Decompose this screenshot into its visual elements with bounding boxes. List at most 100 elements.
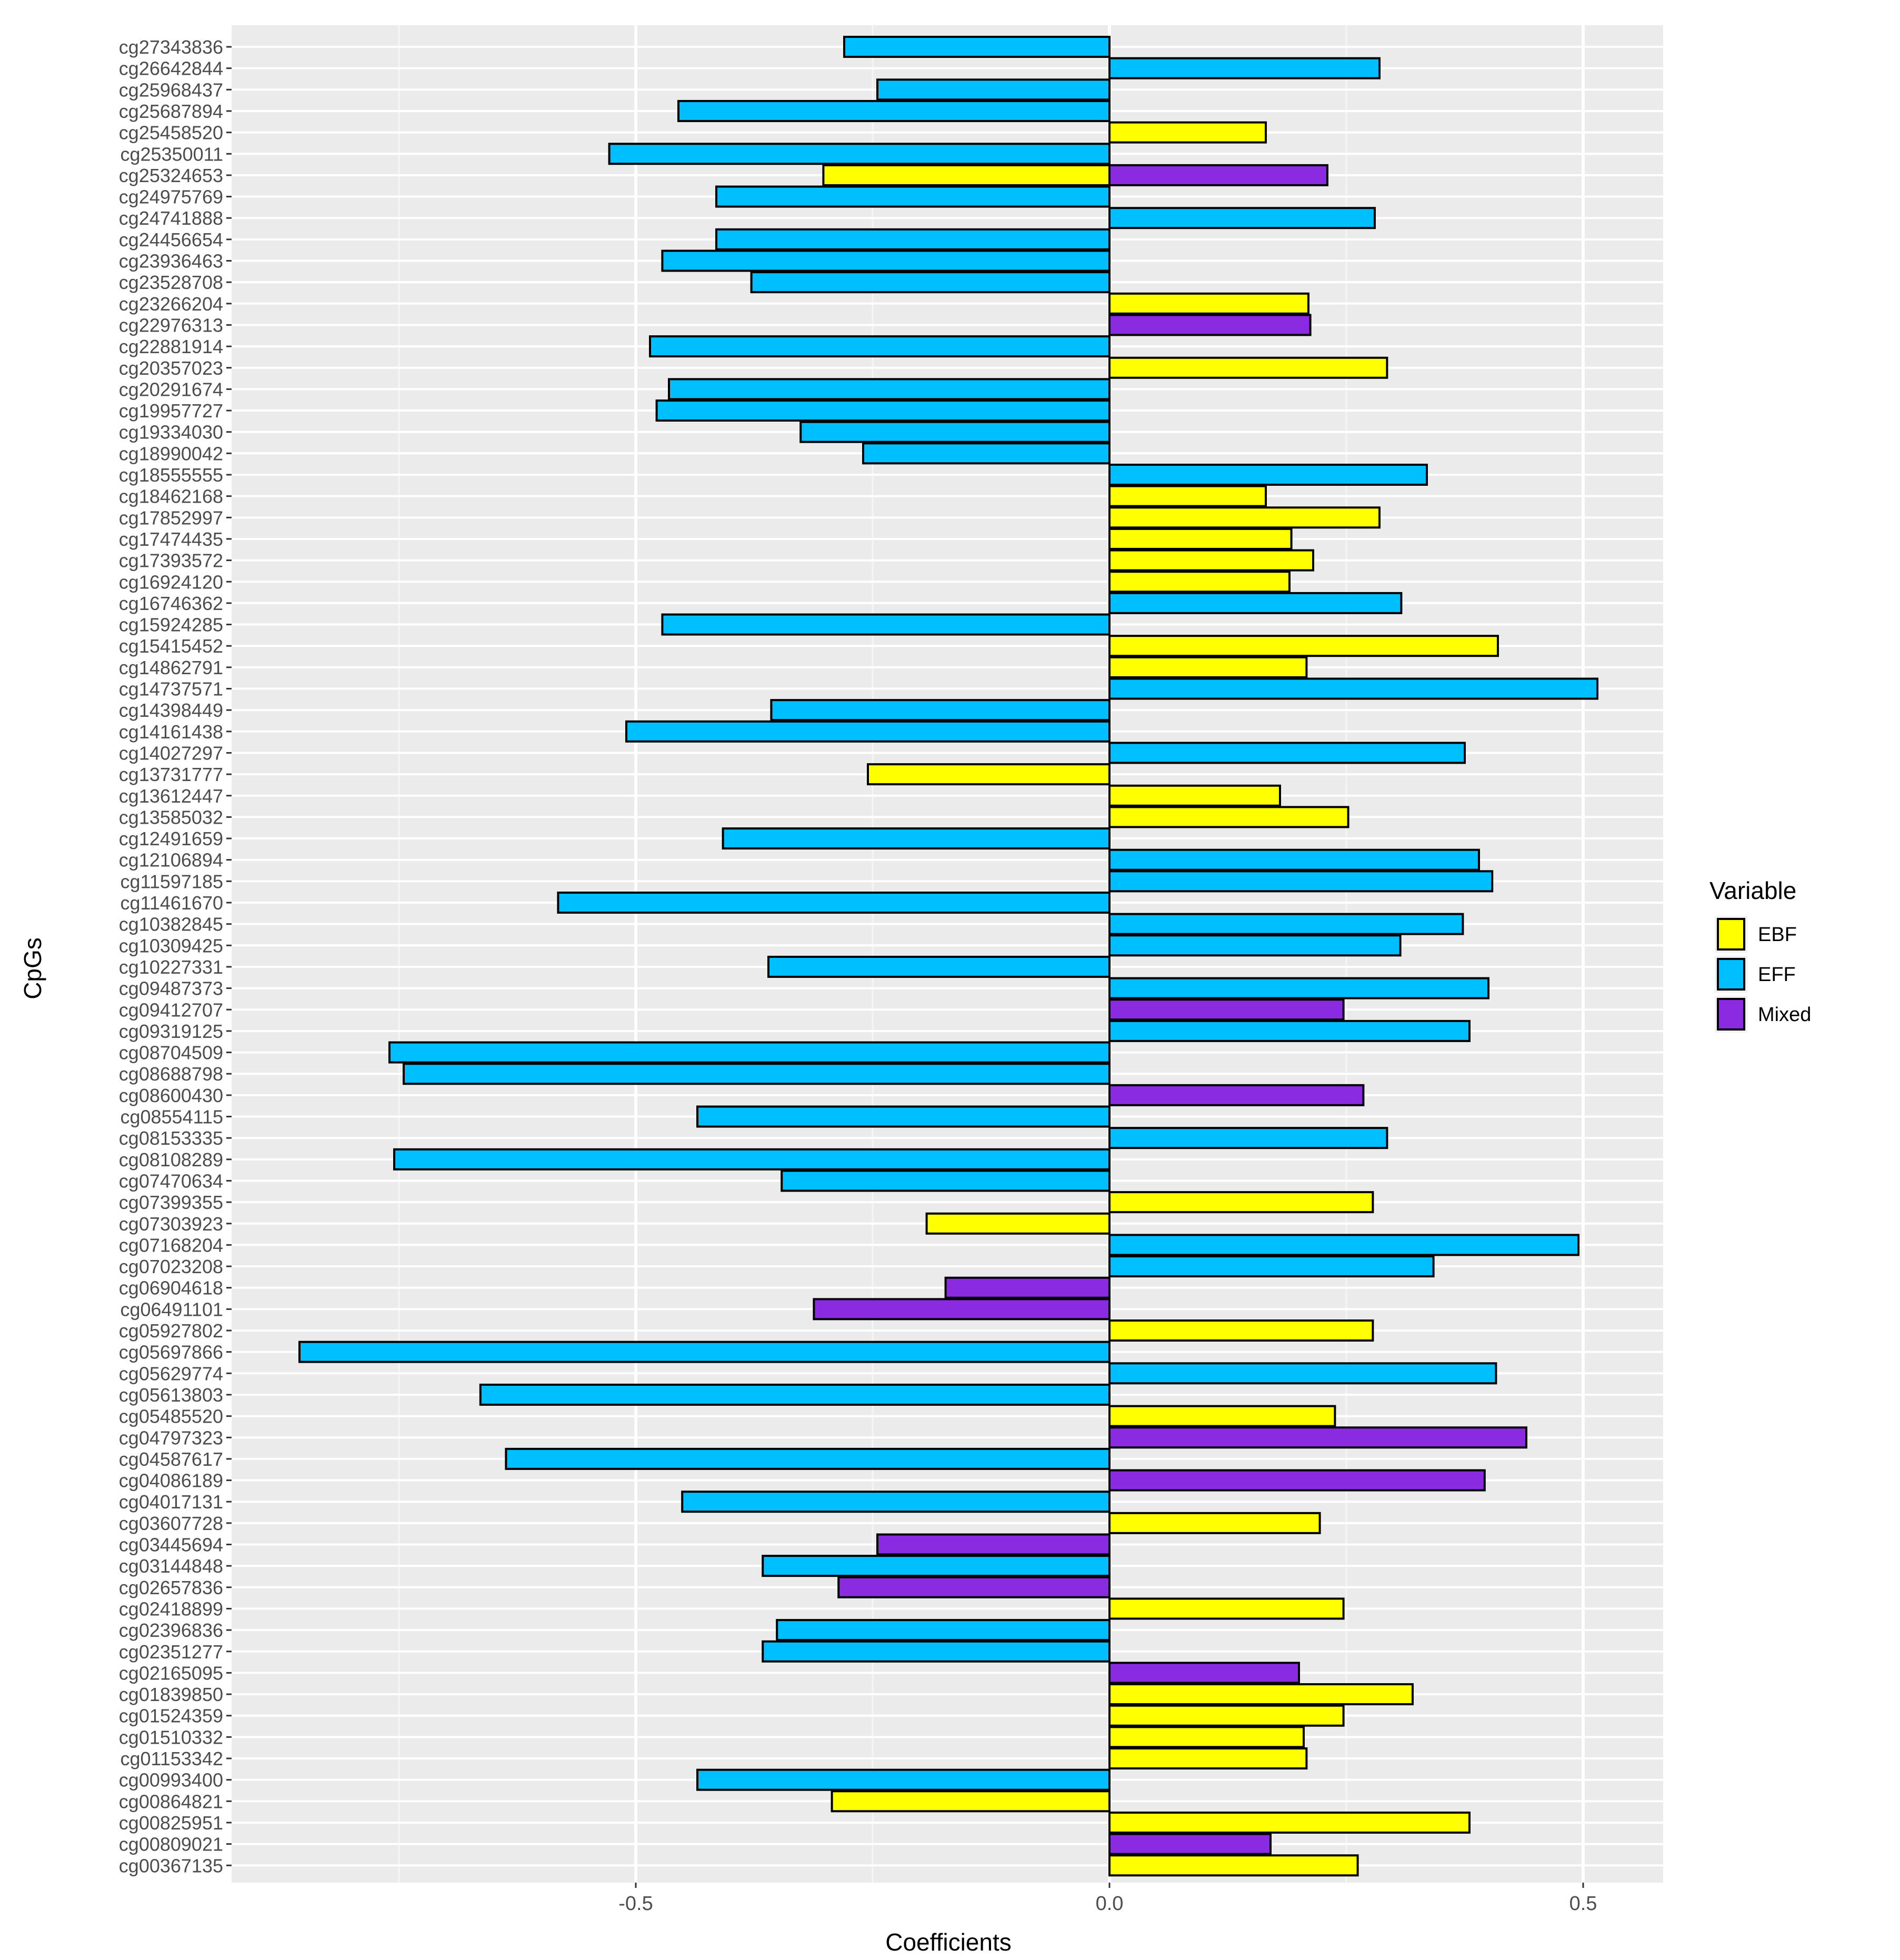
bar-cg02657836-mixed: [837, 1576, 1111, 1598]
bar-cg04017131-eff: [681, 1491, 1111, 1513]
y-tick-label: cg05629774: [119, 1363, 223, 1384]
y-tick-label: cg15924285: [119, 614, 223, 636]
bar-cg11461670-eff: [557, 892, 1111, 914]
bar-cg00367135-ebf: [1108, 1854, 1359, 1877]
bar-cg01524359-ebf: [1108, 1704, 1345, 1727]
legend-swatch-ebf: [1717, 918, 1745, 951]
y-tick-label: cg03607728: [119, 1513, 223, 1534]
x-tick-label: -0.5: [618, 1893, 653, 1915]
y-tick-label: cg00825951: [119, 1812, 223, 1834]
bar-cg07168204-eff: [1108, 1234, 1579, 1256]
y-tick-label: cg00864821: [119, 1791, 223, 1812]
legend-label-mixed: Mixed: [1758, 1004, 1811, 1026]
x-axis-title: Coefficients: [885, 1928, 1012, 1956]
y-tick-label: cg04017131: [119, 1491, 223, 1513]
y-tick-label: cg01839850: [119, 1684, 223, 1705]
y-tick-label: cg22881914: [119, 336, 223, 357]
y-tick-label: cg08688798: [119, 1063, 223, 1085]
y-tick-label: cg27343836: [119, 36, 223, 58]
y-tick-label: cg12491659: [119, 828, 223, 849]
y-tick-label: cg08600430: [119, 1085, 223, 1106]
bar-cg08600430-mixed: [1108, 1084, 1365, 1106]
y-tick-label: cg02657836: [119, 1577, 223, 1598]
legend-title: Variable: [1709, 877, 1796, 904]
bar-cg14161438-eff: [625, 720, 1111, 743]
y-tick-label: cg02418899: [119, 1598, 223, 1619]
y-tick-label: cg14398449: [119, 699, 223, 721]
bar-cg17393572-ebf: [1108, 549, 1314, 572]
bar-cg10309425-eff: [1108, 934, 1402, 957]
bar-cg08108289-eff: [393, 1148, 1111, 1171]
bar-cg03144848-eff: [762, 1555, 1111, 1577]
bar-cg23266204-ebf: [1108, 292, 1309, 315]
y-tick-label: cg19334030: [119, 422, 223, 443]
bar-cg25968437-eff: [876, 78, 1111, 101]
bar-cg08688798-eff: [403, 1063, 1111, 1085]
bar-cg05927802-ebf: [1108, 1319, 1374, 1342]
bar-cg23528708-eff: [750, 271, 1111, 294]
bar-cg25350011-eff: [608, 143, 1111, 165]
y-tick-label: cg14027297: [119, 742, 223, 764]
bar-cg12491659-eff: [722, 827, 1111, 850]
bar-cg05697866-eff: [298, 1341, 1111, 1363]
bar-cg02165095-mixed: [1108, 1662, 1300, 1684]
bar-cg25324653-mixed: [1108, 164, 1328, 186]
bar-cg10382845-eff: [1108, 913, 1464, 935]
bar-cg25324653-ebf: [822, 164, 1111, 186]
bar-cg14737571-eff: [1108, 677, 1598, 700]
y-tick-label: cg24975769: [119, 186, 223, 208]
y-tick-label: cg01153342: [120, 1748, 223, 1769]
bar-cg18990042-eff: [862, 442, 1111, 465]
y-tick-label: cg18462168: [119, 486, 223, 507]
y-tick-label: cg20357023: [119, 357, 223, 379]
bar-cg10227331-eff: [767, 955, 1111, 978]
y-tick-label: cg11461670: [120, 892, 223, 914]
y-tick-label: cg13585032: [119, 806, 223, 828]
bar-cg05613803-eff: [479, 1383, 1111, 1406]
bar-cg01510332-ebf: [1108, 1726, 1305, 1748]
legend-swatch-mixed: [1717, 998, 1745, 1031]
bar-cg03607728-ebf: [1108, 1512, 1321, 1534]
y-tick-label: cg16746362: [119, 593, 223, 614]
y-tick-label: cg05697866: [119, 1342, 223, 1363]
bar-cg07399355-ebf: [1108, 1191, 1374, 1214]
bar-cg25458520-ebf: [1108, 121, 1267, 144]
legend: Variable EBF EFF Mixed: [1709, 877, 1811, 1033]
y-tick-label: cg07399355: [119, 1192, 223, 1213]
bar-cg02396836-eff: [776, 1619, 1111, 1642]
bar-cg06904618-mixed: [944, 1276, 1111, 1299]
y-tick-label: cg14737571: [119, 678, 223, 700]
y-tick-label: cg13731777: [119, 764, 223, 785]
bar-cg18462168-ebf: [1108, 485, 1267, 507]
y-tick-label: cg05613803: [119, 1384, 223, 1406]
bar-cg07303923-ebf: [925, 1212, 1111, 1235]
y-tick-label: cg08153335: [119, 1127, 223, 1149]
bar-cg20291674-eff: [668, 378, 1111, 401]
bar-cg15924285-eff: [661, 613, 1111, 636]
bar-cg23936463-eff: [661, 249, 1111, 272]
bar-cg27343836-eff: [843, 36, 1111, 58]
bar-cg00993400-eff: [696, 1768, 1111, 1791]
y-tick-label: cg15415452: [119, 635, 223, 657]
y-tick-label: cg02396836: [119, 1619, 223, 1641]
bar-cg12106894-eff: [1108, 848, 1480, 871]
y-tick-label: cg09319125: [119, 1021, 223, 1042]
y-tick-label: cg16924120: [119, 571, 223, 593]
y-tick-label: cg25350011: [120, 143, 223, 165]
y-tick-label: cg12106894: [119, 849, 223, 871]
y-tick-label: cg23936463: [119, 251, 223, 272]
bar-cg07470634-eff: [781, 1169, 1111, 1192]
bar-cg24741888-eff: [1108, 207, 1376, 229]
bar-cg13585032-ebf: [1108, 806, 1349, 828]
bar-cg22976313-mixed: [1108, 314, 1312, 336]
bar-cg20357023-ebf: [1108, 356, 1388, 379]
y-tick-label: cg07303923: [119, 1213, 223, 1235]
bar-cg16746362-eff: [1108, 592, 1403, 614]
bar-cg13731777-ebf: [867, 763, 1111, 786]
bar-cg08153335-eff: [1108, 1127, 1388, 1149]
bar-cg25687894-eff: [677, 99, 1111, 122]
y-tick-label: cg08554115: [120, 1106, 223, 1128]
bar-cg05629774-eff: [1108, 1362, 1497, 1385]
bar-cg13612447-ebf: [1108, 784, 1281, 807]
